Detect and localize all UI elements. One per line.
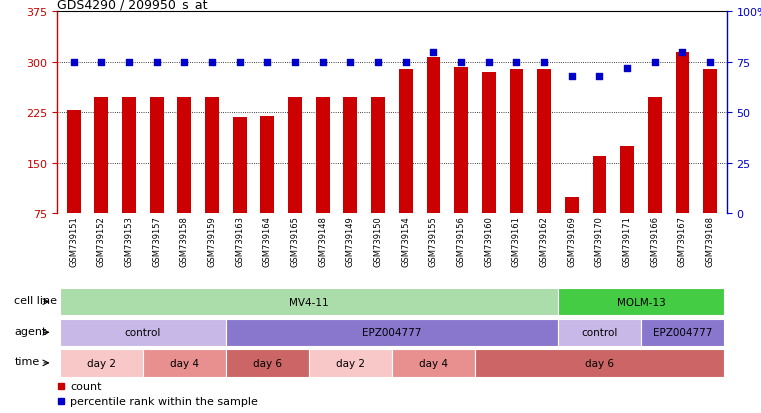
Point — [289, 59, 301, 66]
Point — [151, 59, 163, 66]
Point — [511, 59, 523, 66]
Bar — [94, 98, 108, 214]
Bar — [537, 69, 551, 214]
Text: day 2: day 2 — [87, 358, 116, 368]
Point — [68, 59, 80, 66]
Bar — [143, 349, 226, 377]
Bar — [309, 349, 392, 377]
Bar — [558, 288, 724, 316]
Bar — [226, 319, 558, 346]
Text: time: time — [14, 356, 40, 366]
Text: day 6: day 6 — [585, 358, 614, 368]
Bar — [593, 157, 607, 214]
Bar — [288, 98, 302, 214]
Bar — [648, 98, 662, 214]
Bar — [205, 98, 219, 214]
Bar — [558, 319, 641, 346]
Text: percentile rank within the sample: percentile rank within the sample — [70, 396, 258, 406]
Point — [565, 74, 578, 80]
Bar — [454, 67, 468, 214]
Text: day 6: day 6 — [253, 358, 282, 368]
Point — [372, 59, 384, 66]
Text: count: count — [70, 381, 102, 391]
Bar — [60, 319, 226, 346]
Text: day 4: day 4 — [419, 358, 448, 368]
Bar — [122, 98, 136, 214]
Point — [344, 59, 356, 66]
Point — [538, 59, 550, 66]
Bar — [565, 197, 578, 214]
Bar — [226, 349, 309, 377]
Bar — [67, 111, 81, 214]
Point — [317, 59, 329, 66]
Point — [594, 74, 606, 80]
Point — [455, 59, 467, 66]
Bar — [641, 319, 724, 346]
Point — [621, 66, 633, 72]
Point — [648, 59, 661, 66]
Bar — [703, 69, 717, 214]
Bar — [426, 58, 441, 214]
Point — [482, 59, 495, 66]
Text: day 2: day 2 — [336, 358, 365, 368]
Point — [428, 50, 440, 56]
Bar — [150, 98, 164, 214]
Text: MV4-11: MV4-11 — [289, 297, 329, 307]
Text: day 4: day 4 — [170, 358, 199, 368]
Bar — [371, 98, 385, 214]
Bar — [260, 116, 274, 214]
Bar — [510, 69, 524, 214]
Point — [400, 59, 412, 66]
Text: MOLM-13: MOLM-13 — [616, 297, 665, 307]
Bar — [676, 53, 689, 214]
Bar — [60, 349, 143, 377]
Text: agent: agent — [14, 326, 46, 336]
Point — [261, 59, 273, 66]
Point — [677, 50, 689, 56]
Bar — [60, 288, 558, 316]
Point — [704, 59, 716, 66]
Text: EPZ004777: EPZ004777 — [362, 328, 422, 337]
Point — [206, 59, 218, 66]
Bar — [392, 349, 475, 377]
Text: EPZ004777: EPZ004777 — [653, 328, 712, 337]
Point — [234, 59, 246, 66]
Bar — [482, 73, 495, 214]
Point — [95, 59, 107, 66]
Text: cell line: cell line — [14, 295, 57, 305]
Bar — [475, 349, 724, 377]
Text: control: control — [125, 328, 161, 337]
Point — [178, 59, 190, 66]
Bar — [233, 118, 247, 214]
Bar — [620, 147, 634, 214]
Bar — [343, 98, 358, 214]
Bar — [316, 98, 330, 214]
Bar — [399, 69, 412, 214]
Text: control: control — [581, 328, 618, 337]
Point — [123, 59, 135, 66]
Text: GDS4290 / 209950_s_at: GDS4290 / 209950_s_at — [57, 0, 208, 11]
Bar — [177, 98, 191, 214]
